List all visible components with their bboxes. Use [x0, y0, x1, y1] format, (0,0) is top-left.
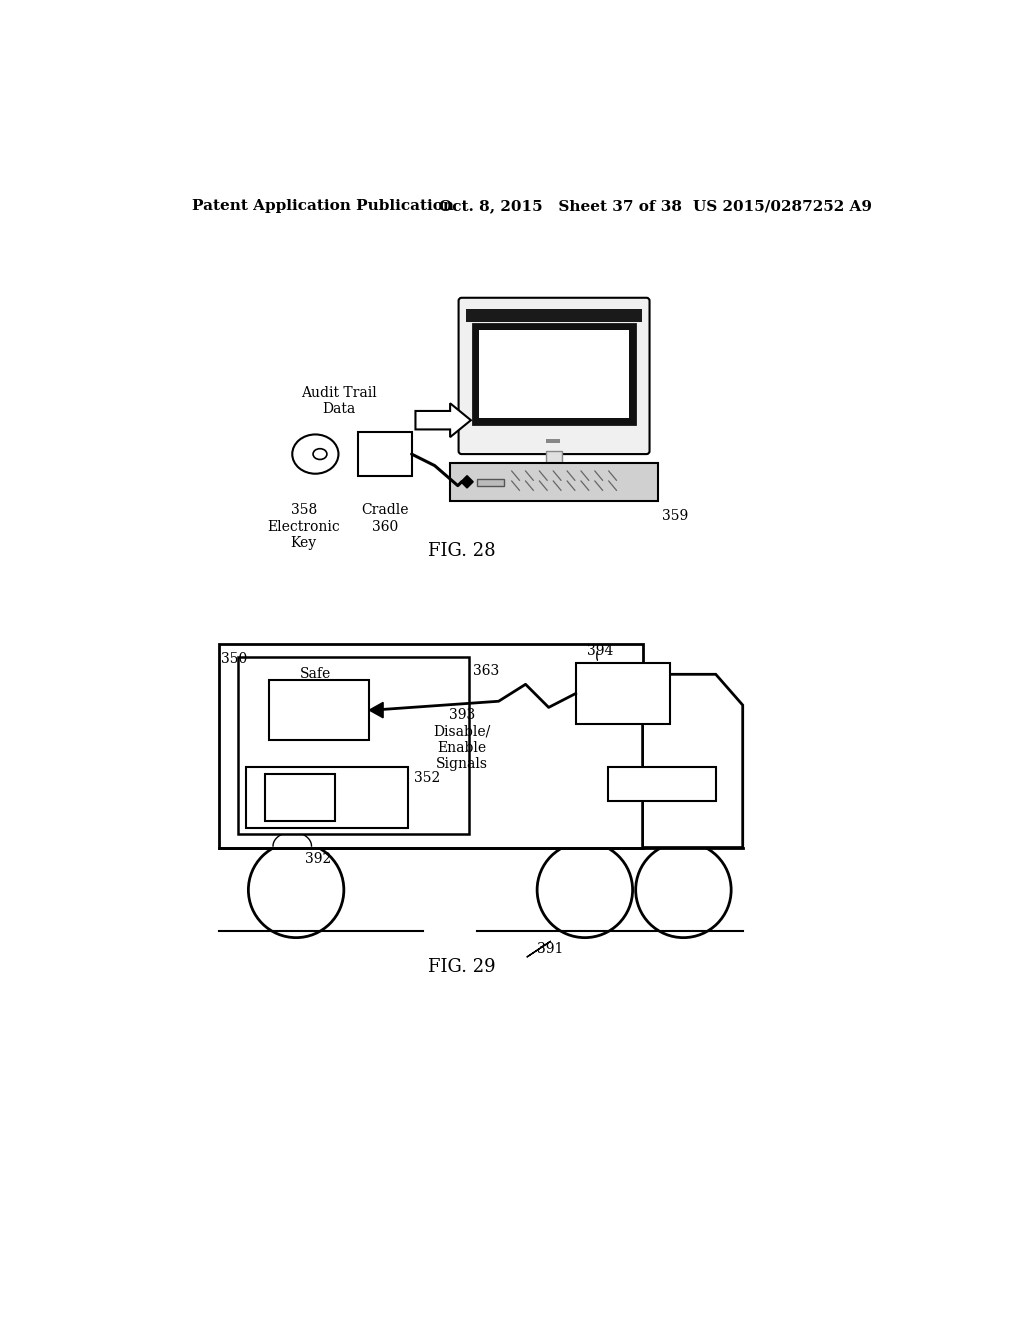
Circle shape — [636, 842, 731, 937]
Bar — [219, 644, 643, 847]
Bar — [473, 323, 635, 424]
Text: 363: 363 — [473, 664, 500, 678]
Polygon shape — [370, 702, 383, 718]
Ellipse shape — [292, 434, 339, 474]
Polygon shape — [643, 675, 742, 847]
Bar — [265, 775, 335, 821]
Text: US 2015/0287252 A9: US 2015/0287252 A9 — [692, 199, 871, 213]
Bar — [357, 432, 412, 477]
Bar — [246, 767, 408, 829]
Bar — [239, 657, 469, 834]
Text: Lock
Control: Lock Control — [293, 696, 346, 725]
Text: 352: 352 — [414, 771, 440, 785]
Text: Keys: Keys — [284, 791, 316, 804]
Text: 391: 391 — [537, 942, 563, 956]
Text: Patent Application Publication: Patent Application Publication — [193, 199, 455, 213]
Text: Safe: Safe — [300, 668, 331, 681]
Text: Ignition: Ignition — [634, 777, 689, 791]
Bar — [608, 767, 716, 801]
Text: FIG. 29: FIG. 29 — [428, 958, 496, 975]
Bar — [575, 663, 670, 725]
Bar — [466, 309, 642, 322]
Text: Audit Trail
Data: Audit Trail Data — [301, 385, 377, 416]
Bar — [547, 440, 560, 444]
FancyBboxPatch shape — [459, 298, 649, 454]
Text: 393
Disable/
Enable
Signals: 393 Disable/ Enable Signals — [433, 709, 490, 771]
Text: 392: 392 — [304, 853, 331, 866]
Text: 358
Electronic
Key: 358 Electronic Key — [267, 503, 340, 549]
Text: Cradle
360: Cradle 360 — [360, 503, 409, 533]
Bar — [477, 479, 504, 486]
Polygon shape — [461, 475, 473, 488]
Text: 350: 350 — [221, 652, 248, 665]
Bar — [451, 462, 658, 502]
Text: Ignition
Control: Ignition Control — [595, 678, 650, 709]
Bar — [269, 681, 370, 739]
Text: 394: 394 — [587, 644, 613, 659]
Text: 359: 359 — [662, 510, 688, 524]
Polygon shape — [416, 404, 471, 437]
Ellipse shape — [313, 449, 327, 459]
Text: FIG. 28: FIG. 28 — [428, 543, 496, 560]
Circle shape — [249, 842, 344, 937]
Circle shape — [538, 842, 633, 937]
Bar — [547, 451, 562, 462]
Bar — [479, 330, 629, 418]
Text: Oct. 8, 2015   Sheet 37 of 38: Oct. 8, 2015 Sheet 37 of 38 — [438, 199, 682, 213]
